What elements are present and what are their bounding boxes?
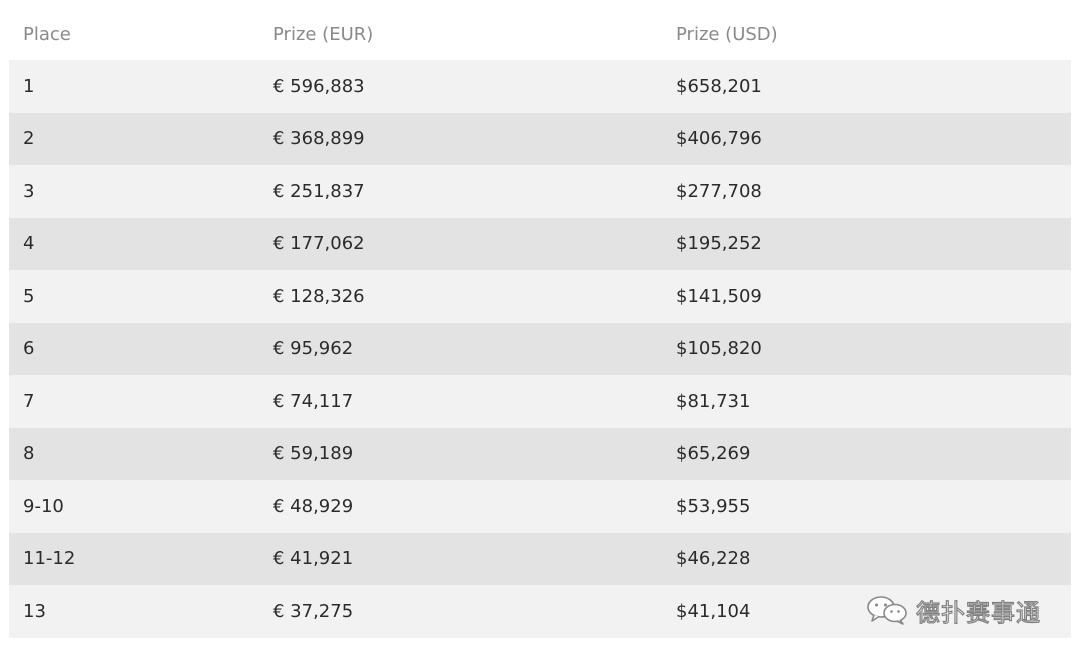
place-cell: 2 xyxy=(23,128,35,150)
prize-eur-cell: € 251,837 xyxy=(273,180,365,202)
table-row: 9-10 € 48,929 $53,955 xyxy=(9,480,1071,533)
prize-usd-cell: $141,509 xyxy=(676,285,762,307)
prize-eur-cell: € 41,921 xyxy=(273,548,354,570)
payout-table: Place Prize (EUR) Prize (USD) 1 € 596,88… xyxy=(9,8,1071,638)
header-prize-usd: Prize (USD) xyxy=(676,23,778,45)
watermark: 德扑赛事通 xyxy=(866,592,1041,628)
prize-eur-cell: € 177,062 xyxy=(273,233,365,255)
prize-usd-cell: $53,955 xyxy=(676,495,751,517)
prize-usd-cell: $658,201 xyxy=(676,75,762,97)
place-cell: 3 xyxy=(23,180,35,202)
watermark-text: 德扑赛事通 xyxy=(915,598,1041,627)
prize-eur-cell: € 596,883 xyxy=(273,75,365,97)
place-cell: 8 xyxy=(23,443,35,465)
prize-usd-cell: $41,104 xyxy=(676,600,751,622)
prize-eur-cell: € 128,326 xyxy=(273,285,365,307)
header-prize-eur: Prize (EUR) xyxy=(273,23,374,45)
table-row: 6 € 95,962 $105,820 xyxy=(9,322,1071,375)
prize-eur-cell: € 48,929 xyxy=(273,495,354,517)
prize-usd-cell: $81,731 xyxy=(676,390,751,412)
prize-eur-cell: € 95,962 xyxy=(273,338,354,360)
place-cell: 11-12 xyxy=(23,548,76,570)
prize-usd-cell: $195,252 xyxy=(676,233,762,255)
table-row: 2 € 368,899 $406,796 xyxy=(9,112,1071,165)
prize-usd-cell: $46,228 xyxy=(676,548,751,570)
table-row: 1 € 596,883 $658,201 xyxy=(9,60,1071,113)
place-cell: 6 xyxy=(23,338,35,360)
place-cell: 4 xyxy=(23,233,35,255)
prize-usd-cell: $277,708 xyxy=(676,180,762,202)
place-cell: 13 xyxy=(23,600,46,622)
prize-eur-cell: € 59,189 xyxy=(273,443,354,465)
table-row: 7 € 74,117 $81,731 xyxy=(9,375,1071,428)
prize-eur-cell: € 368,899 xyxy=(273,128,365,150)
table-row: 4 € 177,062 $195,252 xyxy=(9,217,1071,270)
table-row: 5 € 128,326 $141,509 xyxy=(9,270,1071,323)
wechat-icon xyxy=(867,596,907,625)
place-cell: 9-10 xyxy=(23,495,64,517)
table-row: 3 € 251,837 $277,708 xyxy=(9,165,1071,218)
place-cell: 1 xyxy=(23,75,35,97)
prize-usd-cell: $406,796 xyxy=(676,128,762,150)
place-cell: 7 xyxy=(23,390,35,412)
place-cell: 5 xyxy=(23,285,35,307)
prize-eur-cell: € 74,117 xyxy=(273,390,354,412)
header-place: Place xyxy=(23,23,71,45)
table-row: 8 € 59,189 $65,269 xyxy=(9,427,1071,480)
table-header: Place Prize (EUR) Prize (USD) xyxy=(9,8,1071,60)
prize-usd-cell: $65,269 xyxy=(676,443,751,465)
table-row: 11-12 € 41,921 $46,228 xyxy=(9,532,1071,585)
prize-usd-cell: $105,820 xyxy=(676,338,762,360)
prize-eur-cell: € 37,275 xyxy=(273,600,354,622)
